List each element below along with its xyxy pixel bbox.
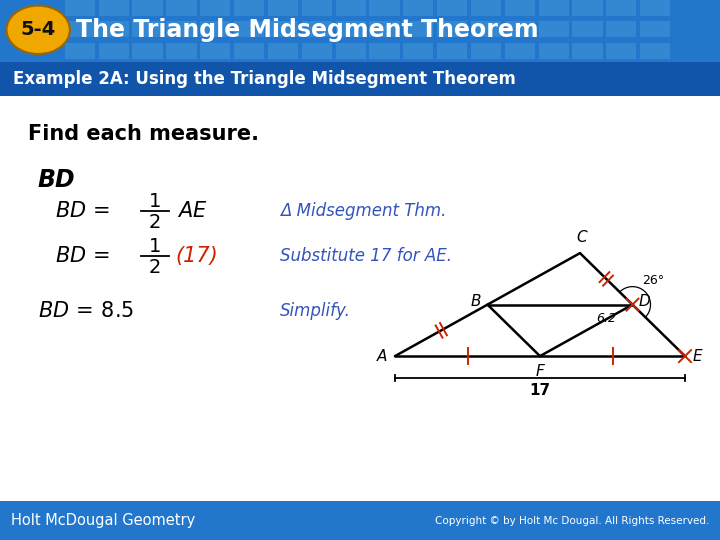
- FancyBboxPatch shape: [166, 21, 197, 37]
- FancyBboxPatch shape: [132, 0, 163, 16]
- FancyBboxPatch shape: [336, 43, 366, 59]
- FancyBboxPatch shape: [99, 21, 129, 37]
- Text: 17: 17: [529, 383, 551, 398]
- Text: Holt McDougal Geometry: Holt McDougal Geometry: [11, 513, 195, 528]
- Text: 2: 2: [149, 258, 161, 276]
- FancyBboxPatch shape: [640, 21, 670, 37]
- FancyBboxPatch shape: [200, 21, 230, 37]
- FancyBboxPatch shape: [437, 43, 467, 59]
- Text: $BD\,=\,8.5$: $BD\,=\,8.5$: [38, 301, 134, 321]
- FancyBboxPatch shape: [640, 43, 670, 59]
- FancyBboxPatch shape: [302, 43, 332, 59]
- FancyBboxPatch shape: [65, 43, 95, 59]
- FancyBboxPatch shape: [132, 21, 163, 37]
- FancyBboxPatch shape: [369, 0, 400, 16]
- Text: A: A: [377, 349, 387, 363]
- Text: F: F: [536, 364, 544, 379]
- FancyBboxPatch shape: [65, 21, 95, 37]
- Text: (17): (17): [175, 246, 217, 266]
- FancyBboxPatch shape: [369, 43, 400, 59]
- FancyBboxPatch shape: [539, 43, 569, 59]
- Text: $BD\,=$: $BD\,=$: [55, 201, 110, 221]
- FancyBboxPatch shape: [234, 0, 264, 16]
- FancyBboxPatch shape: [268, 0, 298, 16]
- Text: Substitute 17 for AE.: Substitute 17 for AE.: [280, 247, 452, 265]
- Text: 2: 2: [149, 213, 161, 232]
- Text: Simplify.: Simplify.: [280, 302, 351, 320]
- FancyBboxPatch shape: [572, 0, 603, 16]
- FancyBboxPatch shape: [234, 43, 264, 59]
- FancyBboxPatch shape: [302, 0, 332, 16]
- Text: Copyright © by Holt Mc Dougal. All Rights Reserved.: Copyright © by Holt Mc Dougal. All Right…: [435, 516, 709, 525]
- FancyBboxPatch shape: [166, 0, 197, 16]
- Text: 1: 1: [149, 237, 161, 255]
- Text: $BD\,=$: $BD\,=$: [55, 246, 110, 266]
- Text: Δ Midsegment Thm.: Δ Midsegment Thm.: [280, 202, 446, 220]
- FancyBboxPatch shape: [606, 43, 636, 59]
- FancyBboxPatch shape: [505, 43, 535, 59]
- FancyBboxPatch shape: [539, 0, 569, 16]
- FancyBboxPatch shape: [336, 0, 366, 16]
- FancyBboxPatch shape: [200, 0, 230, 16]
- FancyBboxPatch shape: [471, 21, 501, 37]
- FancyBboxPatch shape: [403, 43, 433, 59]
- FancyBboxPatch shape: [65, 0, 95, 16]
- Text: Find each measure.: Find each measure.: [28, 124, 259, 144]
- Text: D: D: [639, 294, 650, 309]
- FancyBboxPatch shape: [539, 21, 569, 37]
- Ellipse shape: [6, 5, 70, 54]
- FancyBboxPatch shape: [505, 0, 535, 16]
- FancyBboxPatch shape: [132, 43, 163, 59]
- FancyBboxPatch shape: [99, 43, 129, 59]
- FancyBboxPatch shape: [471, 0, 501, 16]
- FancyBboxPatch shape: [572, 21, 603, 37]
- FancyBboxPatch shape: [471, 43, 501, 59]
- FancyBboxPatch shape: [234, 21, 264, 37]
- FancyBboxPatch shape: [200, 43, 230, 59]
- FancyBboxPatch shape: [437, 21, 467, 37]
- Text: $AE$: $AE$: [177, 201, 207, 221]
- Text: 5-4: 5-4: [21, 21, 55, 39]
- FancyBboxPatch shape: [606, 0, 636, 16]
- FancyBboxPatch shape: [99, 0, 129, 16]
- FancyBboxPatch shape: [166, 43, 197, 59]
- Text: Example 2A: Using the Triangle Midsegment Theorem: Example 2A: Using the Triangle Midsegmen…: [13, 70, 516, 88]
- FancyBboxPatch shape: [505, 21, 535, 37]
- FancyBboxPatch shape: [336, 21, 366, 37]
- Text: E: E: [693, 349, 703, 363]
- Text: 1: 1: [149, 192, 161, 211]
- FancyBboxPatch shape: [268, 43, 298, 59]
- Text: The Triangle Midsegment Theorem: The Triangle Midsegment Theorem: [76, 18, 539, 42]
- FancyBboxPatch shape: [403, 0, 433, 16]
- FancyBboxPatch shape: [403, 21, 433, 37]
- Text: 26°: 26°: [642, 274, 665, 287]
- Text: 6.2: 6.2: [596, 312, 616, 326]
- FancyBboxPatch shape: [572, 43, 603, 59]
- Text: C: C: [577, 230, 588, 245]
- FancyBboxPatch shape: [302, 21, 332, 37]
- Text: BD: BD: [38, 168, 76, 192]
- FancyBboxPatch shape: [437, 0, 467, 16]
- FancyBboxPatch shape: [640, 0, 670, 16]
- FancyBboxPatch shape: [606, 21, 636, 37]
- Text: B: B: [471, 294, 482, 309]
- FancyBboxPatch shape: [369, 21, 400, 37]
- FancyBboxPatch shape: [268, 21, 298, 37]
